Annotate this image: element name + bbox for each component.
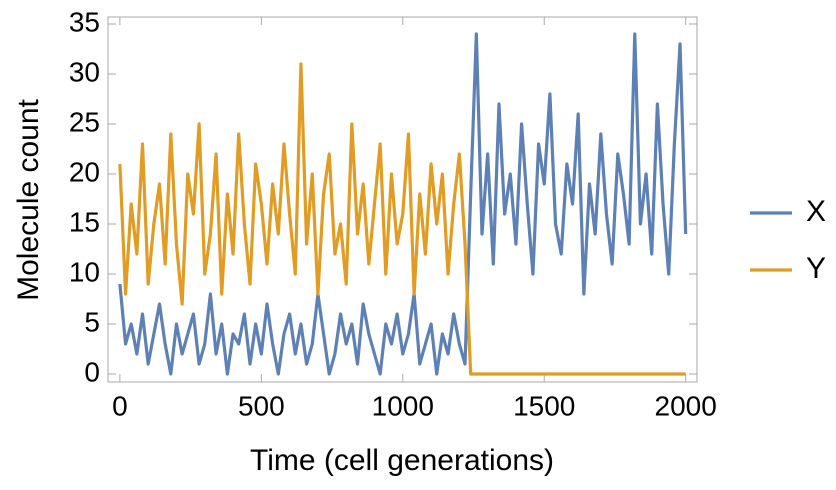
y-tick-label: 0 xyxy=(84,356,100,387)
y-tick-label: 10 xyxy=(69,256,100,287)
y-tick-label: 30 xyxy=(69,56,100,87)
legend-label: Y xyxy=(806,252,826,285)
legend-label: X xyxy=(806,195,826,228)
x-tick-label: 2000 xyxy=(655,390,717,421)
y-tick-label: 20 xyxy=(69,156,100,187)
x-tick-label: 1000 xyxy=(372,390,434,421)
y-tick-label: 15 xyxy=(69,206,100,237)
y-tick-label: 25 xyxy=(69,106,100,137)
series-line xyxy=(118,32,688,376)
y-tick-label: 5 xyxy=(84,306,100,337)
x-axis-label: Time (cell generations) xyxy=(250,444,554,477)
x-tick-label: 0 xyxy=(112,390,128,421)
y-axis-label: Molecule count xyxy=(12,98,45,300)
y-tick-label: 35 xyxy=(69,6,100,37)
x-tick-label: 500 xyxy=(238,390,285,421)
series-line xyxy=(118,62,686,376)
x-tick-label: 1500 xyxy=(513,390,575,421)
